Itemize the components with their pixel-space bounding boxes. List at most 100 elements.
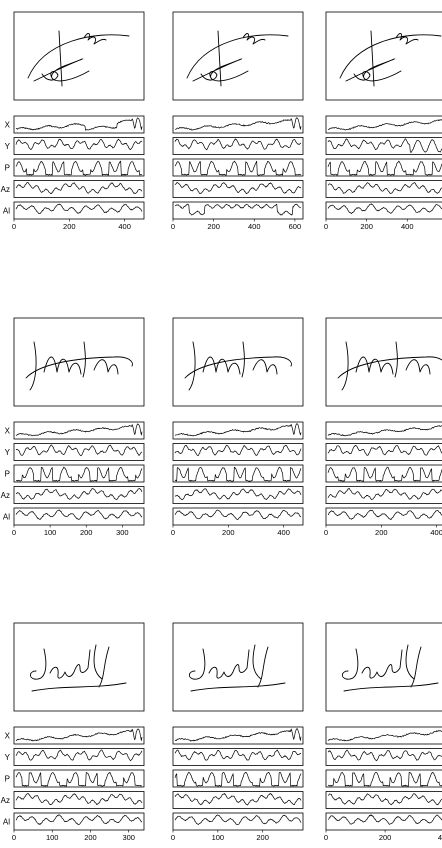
channel-trace <box>15 203 143 214</box>
channel-label: Al <box>3 513 10 522</box>
x-tick-label: 0 <box>324 833 328 842</box>
channel-label: Az <box>1 796 10 805</box>
x-tick-label: 200 <box>375 528 388 537</box>
channel-trace <box>174 771 302 787</box>
channel-trace <box>174 160 302 176</box>
signature-box <box>325 622 442 712</box>
channel-label: X <box>5 121 11 130</box>
signature-box <box>172 317 304 407</box>
x-tick-label: 0 <box>171 833 175 842</box>
channel-label: P <box>5 775 10 784</box>
channel-trace <box>327 730 442 742</box>
channel-trace <box>15 772 142 787</box>
x-tick-label: 200 <box>256 833 269 842</box>
channel-trace <box>327 771 442 787</box>
signature-box <box>13 317 145 407</box>
x-tick-label: 100 <box>46 833 59 842</box>
channel-strip <box>13 443 145 461</box>
channel-trace <box>174 793 302 806</box>
x-tick-label: 200 <box>80 528 93 537</box>
x-tick-label: 300 <box>122 833 135 842</box>
signature-box <box>172 11 304 101</box>
channel-strip <box>325 115 442 134</box>
channel-strip <box>325 158 442 177</box>
signature-box <box>172 622 304 712</box>
channel-trace <box>327 488 442 500</box>
signature-stroke <box>188 644 286 692</box>
x-tick-label: 400 <box>248 222 261 231</box>
channel-strip <box>172 486 304 504</box>
channel-strip <box>13 507 145 526</box>
signature-stroke <box>29 644 127 692</box>
channel-trace <box>15 117 143 131</box>
channel-strip <box>325 137 442 155</box>
signature-box <box>13 11 145 101</box>
channel-trace <box>327 749 442 762</box>
signature-sample: 0 200 400 <box>324 317 442 537</box>
channel-trace <box>174 182 302 195</box>
signature-sample: X Y P Az Al0 100 200 300 <box>1 317 145 537</box>
signature-stroke <box>339 30 442 87</box>
channel-strip <box>13 464 145 483</box>
channel-label: P <box>5 470 10 479</box>
channel-strip <box>325 464 442 483</box>
channel-label: Y <box>5 753 11 762</box>
channel-strip <box>172 726 304 745</box>
channel-trace <box>327 160 442 176</box>
x-tick-label: 200 <box>84 833 97 842</box>
channel-trace <box>174 203 302 216</box>
channel-strip <box>13 748 145 766</box>
x-tick-label: 600 <box>289 222 302 231</box>
channel-trace <box>327 182 442 194</box>
x-tick-label: 0 <box>324 528 328 537</box>
channel-strip <box>325 726 442 745</box>
channel-label: Al <box>3 818 10 827</box>
x-tick-label: 400 <box>438 833 442 842</box>
x-tick-label: 200 <box>63 222 76 231</box>
channel-strip <box>325 443 442 461</box>
channel-strip <box>13 769 145 788</box>
channel-strip <box>13 115 145 134</box>
signature-sample: 0 200 400 <box>171 317 304 537</box>
channel-trace <box>327 425 442 437</box>
channel-trace <box>174 488 302 501</box>
channel-strip <box>172 464 304 483</box>
channel-strip <box>325 507 442 526</box>
channel-strip <box>172 769 304 788</box>
signature-sample: 0 100 200 <box>171 622 304 842</box>
channel-trace <box>15 444 143 457</box>
channel-strip <box>325 748 442 766</box>
channel-label: X <box>5 427 11 436</box>
x-tick-label: 0 <box>324 222 328 231</box>
channel-strip <box>172 421 304 440</box>
channel-trace <box>15 488 143 500</box>
signature-sample: X Y P Az Al0 200 400 <box>1 11 145 231</box>
signature-box <box>325 11 442 101</box>
channel-trace <box>15 138 143 151</box>
channel-strip <box>172 158 304 177</box>
channel-strip <box>13 158 145 177</box>
channel-trace <box>327 466 442 482</box>
channel-trace <box>327 793 442 806</box>
channel-trace <box>327 444 442 456</box>
channel-strip <box>172 180 304 198</box>
channel-trace <box>15 182 143 195</box>
channel-label: Az <box>1 491 10 500</box>
channel-strip <box>325 180 442 198</box>
channel-trace <box>15 466 143 482</box>
channel-trace <box>15 793 143 805</box>
channel-strip <box>325 486 442 504</box>
signature-box <box>325 317 442 407</box>
signature-stroke <box>184 341 292 391</box>
channel-strip <box>325 201 442 220</box>
channel-trace <box>174 509 302 521</box>
signature-box <box>13 622 145 712</box>
channel-trace <box>327 119 442 131</box>
channel-trace <box>327 203 442 214</box>
channel-label: Al <box>3 207 10 216</box>
channel-strip <box>325 769 442 788</box>
channel-label: X <box>5 732 11 741</box>
channel-trace <box>15 728 143 742</box>
channel-strip <box>172 507 304 526</box>
